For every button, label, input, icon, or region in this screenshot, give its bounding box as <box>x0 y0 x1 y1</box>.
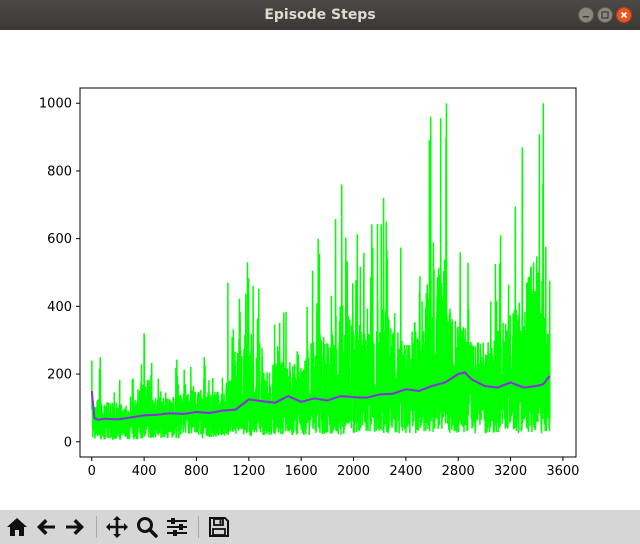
y-tick-label: 200 <box>47 368 72 383</box>
forward-button[interactable] <box>62 514 88 540</box>
zoom-button[interactable] <box>134 514 160 540</box>
sliders-icon <box>167 518 187 536</box>
y-tick-label: 1000 <box>39 97 72 112</box>
x-tick-label: 800 <box>184 464 209 479</box>
pan-button[interactable] <box>104 514 130 540</box>
arrow-left-icon <box>37 519 55 535</box>
back-button[interactable] <box>33 514 59 540</box>
smoothed-episode-steps-line <box>90 371 551 421</box>
y-tick-label: 400 <box>47 300 72 315</box>
floppy-disk-icon <box>209 517 229 537</box>
figure-canvas[interactable]: 0 400 800 1200 1600 2000 2400 2800 3200 3600 0 200 4… <box>0 30 640 510</box>
minimize-icon <box>583 16 589 18</box>
plot-frame <box>79 87 577 458</box>
window-titlebar: Episode Steps <box>0 0 640 30</box>
raw-episode-steps-line <box>91 103 551 440</box>
y-tick-label: 800 <box>47 164 72 179</box>
save-button[interactable] <box>206 514 232 540</box>
configure-button[interactable] <box>164 514 190 540</box>
y-tick-label: 600 <box>47 232 72 247</box>
x-tick-label: 2800 <box>442 464 475 479</box>
x-tick-label: 400 <box>132 464 157 479</box>
x-tick-label: 0 <box>88 464 96 479</box>
x-tick-label: 2400 <box>389 464 422 479</box>
close-button[interactable] <box>616 7 632 23</box>
line-chart: 0 400 800 1200 1600 2000 2400 2800 3200 3600 0 200 4… <box>39 87 579 479</box>
y-tick-label: 0 <box>64 435 72 450</box>
toolbar-separator <box>198 516 199 538</box>
move-icon <box>106 516 128 538</box>
maximize-icon <box>601 11 609 19</box>
home-icon <box>7 518 27 536</box>
minimize-button[interactable] <box>578 7 594 23</box>
x-tick-label: 3600 <box>546 464 579 479</box>
magnifier-icon <box>137 517 158 538</box>
x-tick-label: 2000 <box>337 464 370 479</box>
x-tick-label: 1600 <box>285 464 318 479</box>
close-icon <box>620 11 628 19</box>
maximize-button[interactable] <box>597 7 613 23</box>
window-controls <box>578 7 632 23</box>
navigation-toolbar <box>0 510 640 544</box>
window-title: Episode Steps <box>264 7 376 23</box>
x-tick-label: 1200 <box>232 464 265 479</box>
home-button[interactable] <box>4 514 30 540</box>
toolbar-separator <box>96 516 97 538</box>
arrow-right-icon <box>66 519 84 535</box>
x-tick-label: 3200 <box>494 464 527 479</box>
